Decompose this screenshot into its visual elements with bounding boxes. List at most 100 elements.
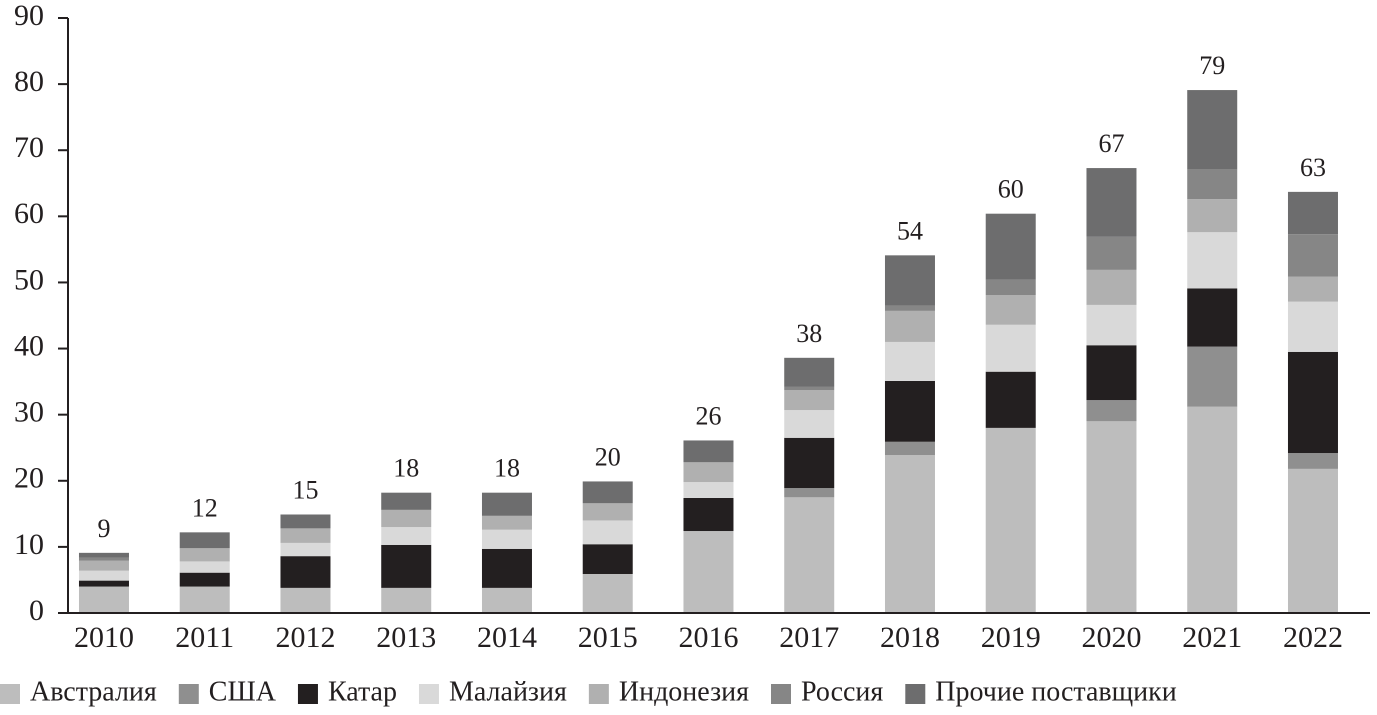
bar-segment — [985, 324, 1036, 372]
bar-segment — [1287, 468, 1338, 613]
y-tick-label: 10 — [14, 528, 44, 561]
total-label: 60 — [998, 175, 1024, 204]
total-label: 20 — [595, 442, 621, 471]
bar-segment — [1187, 90, 1238, 170]
legend-label: Катар — [328, 676, 397, 707]
bar-segment — [381, 527, 432, 545]
total-label: 67 — [1098, 129, 1124, 158]
x-tick-label: 2012 — [275, 621, 335, 654]
bar-segment — [280, 542, 331, 557]
bar-segment — [582, 503, 633, 521]
bar-segment — [1187, 288, 1238, 347]
legend-label: Прочие поставщики — [935, 676, 1176, 707]
total-label: 18 — [393, 454, 419, 483]
bar-segment — [481, 515, 532, 530]
y-tick-label: 30 — [14, 396, 44, 429]
bar-segment — [381, 509, 432, 528]
legend-swatch — [905, 684, 926, 704]
bar-segment — [784, 386, 835, 391]
legend-swatch — [771, 684, 791, 704]
bar-segment — [884, 441, 935, 455]
bar-segment — [1287, 453, 1338, 469]
x-tick-label: 2019 — [981, 621, 1041, 654]
bar-segment — [985, 279, 1036, 296]
x-tick-label: 2011 — [175, 621, 234, 654]
total-label: 79 — [1199, 51, 1225, 80]
legend-label: Индонезия — [619, 676, 749, 707]
y-tick-label: 0 — [29, 594, 44, 627]
x-tick-label: 2022 — [1283, 621, 1343, 654]
x-tick-label: 2010 — [74, 621, 134, 654]
total-label: 9 — [97, 514, 110, 543]
bar-segment — [884, 341, 935, 381]
bar-segment — [179, 561, 230, 573]
y-tick-label: 80 — [14, 65, 44, 98]
x-tick-label: 2016 — [678, 621, 738, 654]
bar-segment — [78, 586, 129, 613]
bar-segment — [1187, 199, 1238, 233]
bar-segment — [381, 492, 432, 510]
bar-segment — [784, 488, 835, 498]
bar-segment — [582, 573, 633, 613]
total-label: 15 — [292, 475, 318, 504]
y-tick-label: 50 — [14, 263, 44, 296]
bar-segment — [78, 560, 129, 571]
bar-segment — [381, 544, 432, 588]
bar-segment — [1187, 169, 1238, 200]
bar-segment — [280, 556, 331, 588]
bar-segment — [683, 531, 734, 613]
bar-segment — [884, 255, 935, 306]
bar-segment — [1086, 345, 1137, 401]
bar-segment — [582, 520, 633, 545]
bar-segment — [1086, 168, 1137, 237]
bar-segment — [280, 514, 331, 529]
total-label: 18 — [494, 454, 520, 483]
bar-segment — [179, 572, 230, 587]
bar-segment — [179, 548, 230, 562]
bar-segment — [78, 552, 129, 558]
legend-label: США — [209, 676, 277, 707]
bar-segment — [784, 437, 835, 489]
bar-segment — [884, 380, 935, 442]
bar-segment — [683, 497, 734, 532]
legend-swatch — [418, 684, 439, 704]
total-label: 12 — [192, 493, 218, 522]
x-tick-label: 2018 — [880, 621, 940, 654]
legend-swatch — [0, 684, 20, 704]
y-tick-label: 20 — [14, 462, 44, 495]
bar-segment — [280, 528, 331, 543]
bar-segment — [884, 310, 935, 342]
bar-segment — [683, 482, 734, 498]
bar-segment — [884, 305, 935, 311]
bar-segment — [985, 427, 1036, 613]
total-label: 54 — [897, 216, 923, 245]
bar-segment — [1287, 234, 1338, 277]
bar-segment — [179, 532, 230, 549]
bar-segment — [78, 570, 129, 581]
bar-segment — [1086, 421, 1137, 613]
bar-segment — [1086, 400, 1137, 422]
bar-segment — [78, 557, 129, 561]
total-label: 38 — [796, 319, 822, 348]
bar-segment — [1287, 351, 1338, 454]
total-label: 63 — [1300, 153, 1326, 182]
bar-segment — [985, 213, 1036, 280]
bar-segment — [985, 295, 1036, 325]
y-tick-label: 40 — [14, 329, 44, 362]
bar-segment — [784, 390, 835, 411]
bar-segment — [481, 548, 532, 588]
bar-segment — [683, 440, 734, 463]
y-tick-label: 90 — [14, 0, 44, 32]
bar-segment — [582, 544, 633, 574]
bar-segment — [179, 586, 230, 613]
bar-segment — [381, 587, 432, 613]
legend-swatch — [178, 684, 199, 704]
bar-segment — [1086, 269, 1137, 305]
bar-segment — [481, 587, 532, 613]
bar-segment — [1287, 191, 1338, 235]
bar-segment — [1187, 232, 1238, 289]
bar-segment — [683, 462, 734, 483]
legend-label: Австралия — [30, 676, 157, 707]
bar-segment — [884, 454, 935, 613]
